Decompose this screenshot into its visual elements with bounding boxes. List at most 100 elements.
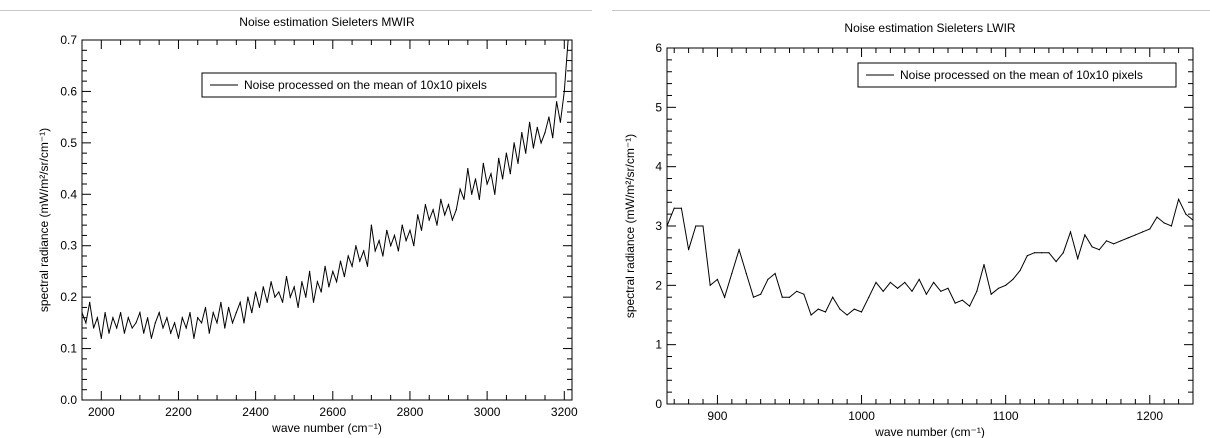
- data-point: [185, 327, 187, 329]
- data-point: [509, 173, 511, 175]
- data-point: [752, 296, 755, 298]
- data-point: [120, 312, 122, 314]
- x-tick-label: 2600: [319, 405, 346, 419]
- data-point: [478, 198, 480, 200]
- data-point: [745, 272, 747, 275]
- data-point: [374, 250, 376, 252]
- data-point: [918, 278, 920, 280]
- data-point: [432, 209, 434, 211]
- data-point: [1120, 240, 1122, 242]
- y-tick-label: 0.7: [60, 33, 77, 47]
- data-point: [521, 132, 523, 134]
- data-point: [513, 142, 515, 144]
- y-tick-label: 0.1: [60, 342, 77, 356]
- data-point: [1055, 261, 1057, 263]
- data-point: [127, 317, 129, 319]
- x-tick-label: 2000: [88, 405, 115, 419]
- data-point: [1026, 255, 1028, 257]
- data-point: [312, 301, 315, 303]
- data-point: [532, 147, 535, 149]
- data-point: [189, 312, 191, 314]
- data-point: [451, 219, 453, 221]
- x-tick-label: 1000: [848, 409, 875, 423]
- data-point: [1084, 234, 1086, 236]
- data-point: [332, 270, 334, 272]
- data-point: [474, 178, 477, 180]
- x-axis-title: wave number (cm⁻¹): [874, 425, 985, 438]
- data-point: [274, 296, 276, 298]
- data-point: [289, 296, 291, 298]
- data-point: [366, 265, 369, 267]
- data-point: [961, 299, 963, 301]
- data-point: [897, 287, 899, 289]
- data-point: [216, 322, 218, 324]
- data-point: [170, 332, 172, 334]
- data-point: [738, 249, 740, 251]
- data-point: [498, 157, 500, 159]
- data-point: [154, 322, 156, 324]
- data-point: [1113, 243, 1115, 245]
- data-point: [162, 327, 164, 329]
- data-point: [997, 287, 1000, 289]
- x-tick-label: 3000: [474, 405, 501, 419]
- data-point: [559, 121, 562, 123]
- data-point: [517, 162, 519, 164]
- data-point: [933, 281, 935, 283]
- data-point: [494, 193, 496, 195]
- data-point: [212, 312, 214, 314]
- data-point: [1091, 246, 1093, 248]
- legend-label: Noise processed on the mean of 10x10 pix…: [900, 68, 1143, 82]
- data-point: [724, 296, 726, 298]
- data-point: [197, 317, 199, 319]
- data-point: [525, 152, 527, 154]
- data-point: [147, 317, 149, 319]
- y-tick-label: 3: [655, 219, 662, 233]
- chart-title: Noise estimation Sieleters LWIR: [844, 21, 1016, 35]
- data-point: [774, 272, 776, 275]
- y-tick-label: 0.6: [60, 84, 77, 98]
- data-point: [355, 245, 357, 247]
- data-point: [243, 322, 245, 324]
- data-point: [143, 332, 145, 334]
- data-point: [1149, 228, 1151, 230]
- y-tick-label: 0.3: [60, 239, 77, 253]
- data-point: [409, 229, 411, 231]
- data-point: [201, 322, 203, 324]
- data-point: [1012, 278, 1014, 280]
- data-point: [139, 312, 141, 314]
- data-point: [108, 332, 110, 334]
- data-point: [266, 301, 268, 303]
- data-point: [220, 301, 222, 303]
- data-point: [839, 308, 841, 310]
- data-point: [1005, 284, 1007, 286]
- data-point: [1077, 258, 1079, 260]
- data-point: [810, 314, 812, 316]
- data-point: [552, 137, 554, 139]
- data-point: [82, 312, 83, 314]
- data-point: [347, 255, 349, 257]
- series-line: [667, 197, 1193, 316]
- data-point: [940, 290, 942, 292]
- data-point: [976, 290, 978, 292]
- data-point: [875, 281, 877, 283]
- x-tick-label: 2400: [242, 405, 269, 419]
- data-point: [788, 296, 791, 298]
- data-point: [428, 219, 430, 221]
- data-point: [123, 332, 125, 334]
- x-tick-label: 900: [707, 409, 727, 423]
- data-point: [990, 293, 992, 295]
- top-divider-left: [0, 10, 592, 11]
- data-point: [393, 234, 396, 236]
- y-tick-label: 6: [655, 41, 662, 55]
- y-tick-label: 0.5: [60, 136, 77, 150]
- data-point: [467, 168, 469, 170]
- data-point: [131, 327, 133, 329]
- data-point: [824, 311, 827, 313]
- data-point: [285, 276, 288, 278]
- data-point: [297, 306, 299, 308]
- data-point: [324, 265, 326, 267]
- data-point: [709, 284, 711, 286]
- data-point: [1178, 198, 1180, 200]
- top-divider-right: [612, 10, 1210, 11]
- data-point: [1041, 252, 1043, 254]
